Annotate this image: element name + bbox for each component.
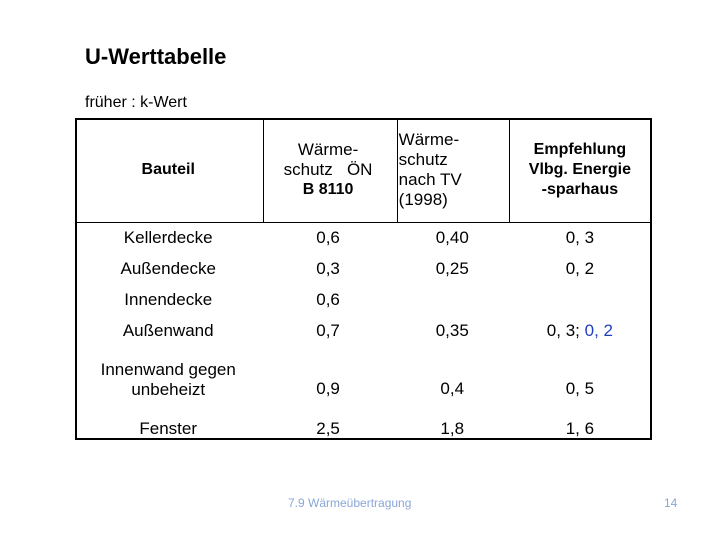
cell-empfehlung: 0, 3: [565, 228, 595, 247]
header-oenorm-line1: Wärme-: [297, 139, 359, 159]
cell-oenorm: 0,9: [316, 379, 340, 398]
header-oenorm-line2: schutz ÖN: [283, 159, 373, 179]
cell-empfehlung: [510, 285, 650, 316]
table-row: Außendecke 0,3 0,25 0, 2: [75, 254, 650, 285]
cell-bauteil: Fenster: [139, 419, 198, 438]
cell-bauteil: Innendecke: [124, 290, 213, 309]
cell-empfehlung: 1, 6: [565, 419, 595, 438]
header-empfehlung-line1: Empfehlung: [533, 140, 627, 158]
table-row: Kellerdecke 0,6 0,40 0, 3: [75, 222, 650, 254]
header-tv: Wärme- schutz nach TV (1998): [394, 118, 510, 223]
u-value-table: Bauteil Wärme- schutz ÖN B 8110 Wärme- s…: [75, 118, 650, 445]
page-number: 14: [664, 496, 678, 510]
cell-bauteil: Innenwand gegen unbeheizt: [75, 347, 261, 414]
cell-empfehlung: 0, 5: [565, 379, 595, 398]
cell-tv: 0,25: [435, 259, 469, 278]
cell-bauteil: Außenwand: [122, 321, 214, 340]
cell-oenorm: 0,6: [316, 228, 340, 247]
cell-oenorm: 0,3: [316, 259, 340, 278]
table-row: Innenwand gegen unbeheizt 0,9 0,4 0, 5: [75, 347, 650, 414]
cell-bauteil: Kellerdecke: [123, 228, 213, 247]
table-row: Außenwand 0,7 0,35 0, 3; 0, 2: [75, 316, 650, 347]
header-empfehlung-line2: Vlbg. Energie: [528, 160, 632, 178]
cell-tv: 0,40: [435, 228, 469, 247]
header-tv-line1: Wärme-: [398, 129, 460, 149]
header-divider: [397, 118, 398, 222]
cell-tv: 1,8: [440, 419, 465, 438]
cell-empfehlung-value: 0, 3;: [546, 321, 580, 340]
cell-empfehlung: 0, 2: [565, 259, 595, 278]
cell-empfehlung: 0, 3; 0, 2: [510, 316, 650, 347]
header-tv-line4: (1998): [398, 189, 448, 209]
footer-chapter: 7.9 Wärmeübertragung: [288, 496, 412, 510]
cell-tv: 0,35: [435, 321, 469, 340]
cell-oenorm: 0,7: [316, 321, 340, 340]
header-divider: [509, 118, 510, 222]
cell-oenorm: 2,5: [316, 419, 340, 438]
cell-bauteil: Außendecke: [120, 259, 216, 278]
header-divider: [263, 118, 264, 222]
header-tv-line3: nach TV: [398, 169, 462, 189]
cell-bauteil-line2: unbeheizt: [131, 380, 206, 399]
cell-tv: [395, 285, 510, 316]
cell-oenorm: 0,6: [316, 290, 340, 309]
cell-tv: 0,4: [440, 379, 465, 398]
header-oenorm: Wärme- schutz ÖN B 8110: [261, 118, 395, 223]
cell-empfehlung-highlight: 0, 2: [584, 321, 613, 340]
header-bauteil: Bauteil: [75, 118, 262, 223]
table-row: Innendecke 0,6: [75, 285, 650, 316]
cell-bauteil-line1: Innenwand gegen: [100, 360, 236, 379]
table-header-row: Bauteil Wärme- schutz ÖN B 8110 Wärme- s…: [75, 118, 650, 223]
header-empfehlung-line3: -sparhaus: [541, 180, 619, 198]
page-title: U-Werttabelle: [85, 44, 227, 69]
header-empfehlung: Empfehlung Vlbg. Energie -sparhaus: [509, 118, 650, 223]
table-row: Fenster 2,5 1,8 1, 6: [75, 414, 650, 445]
header-oenorm-line3: B 8110: [302, 180, 354, 198]
page-subtitle: früher : k-Wert: [85, 94, 187, 111]
header-tv-line2: schutz: [398, 149, 448, 169]
